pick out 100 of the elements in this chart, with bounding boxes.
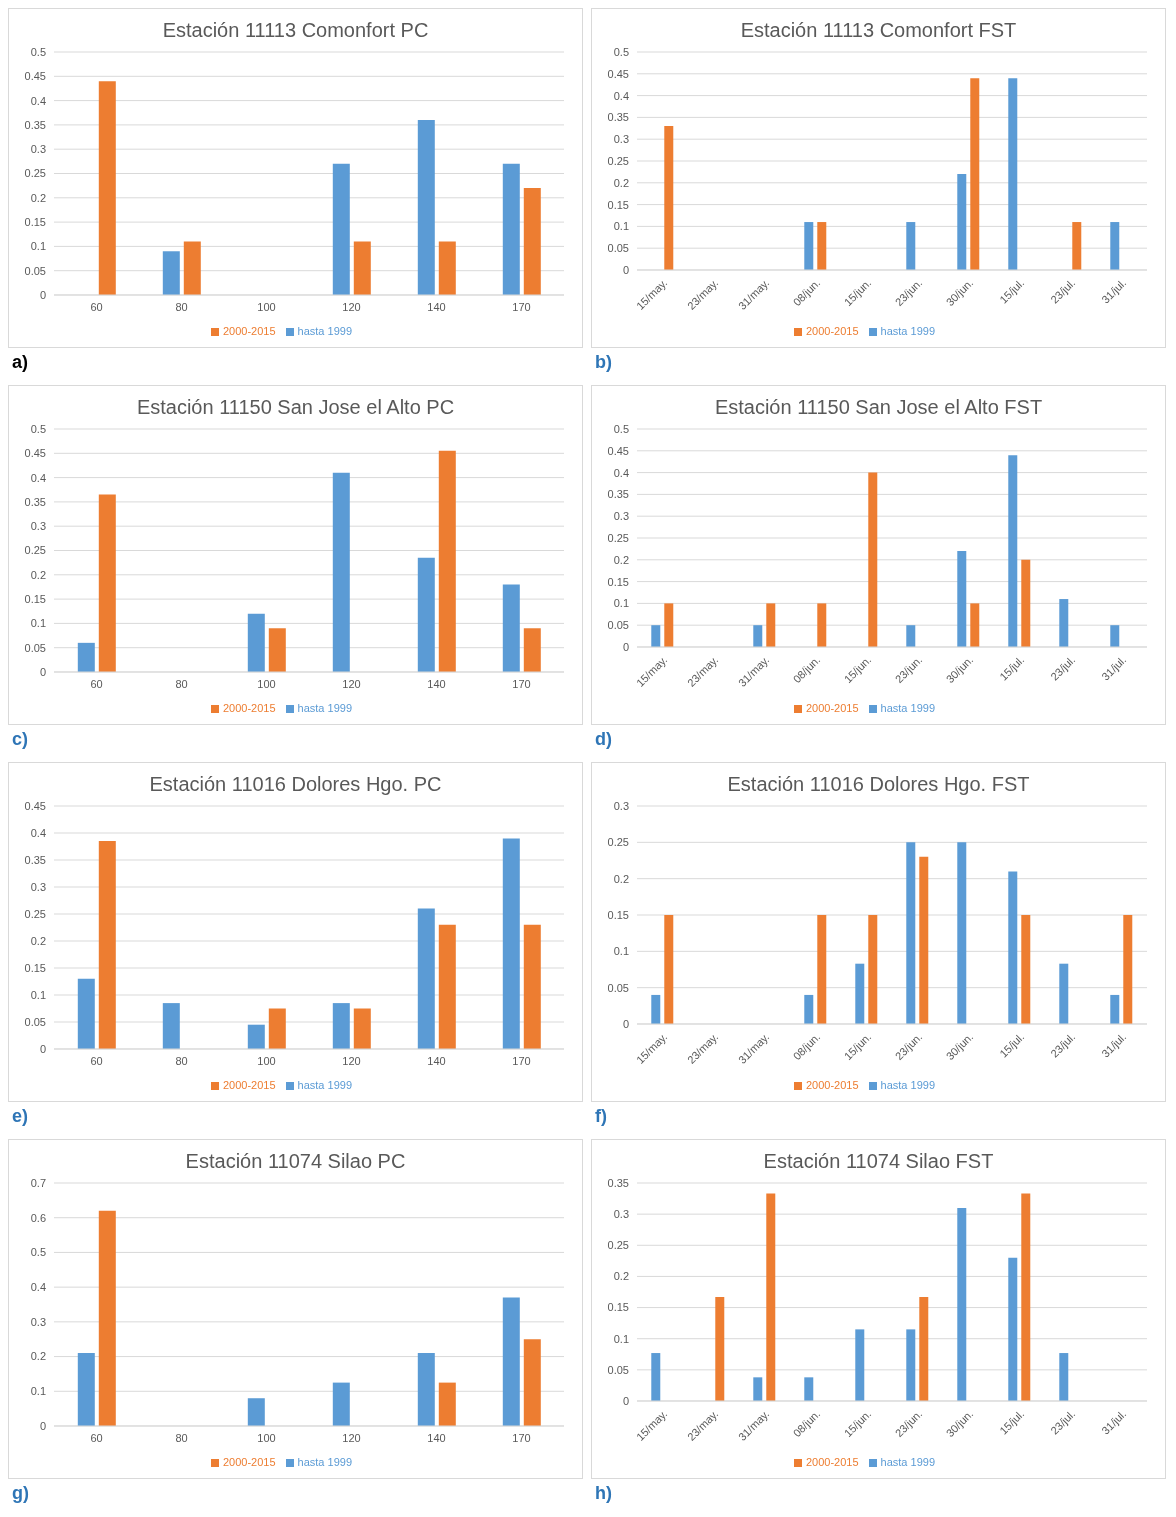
chart-title: Estación 11016 Dolores Hgo. PC (148, 773, 443, 796)
y-tick-label: 0.4 (30, 826, 46, 839)
bar (970, 603, 980, 647)
y-tick-label: 0.45 (607, 67, 629, 80)
bar (1059, 1353, 1069, 1401)
y-tick-label: 0.05 (607, 619, 629, 632)
y-tick-label: 0.25 (607, 1239, 629, 1252)
legend-label: 2000-2015 (222, 325, 276, 337)
legend-label: 2000-2015 (805, 1456, 859, 1468)
bar (868, 472, 878, 647)
y-tick-label: 0.3 (613, 510, 629, 523)
bar (417, 1353, 435, 1426)
y-tick-label: 0.15 (607, 908, 629, 921)
chart-title: Estación 11016 Dolores Hgo. FST (726, 773, 1031, 796)
x-tick-label: 120 (342, 677, 361, 690)
bar (1110, 994, 1120, 1024)
y-tick-label: 0.25 (24, 544, 46, 557)
bar (183, 241, 201, 295)
bar (1110, 625, 1120, 647)
y-tick-label: 0.5 (613, 422, 629, 435)
text: b) (595, 352, 613, 373)
y-tick-label: 0.5 (30, 45, 46, 58)
bar (332, 1003, 350, 1049)
y-tick-label: 0.15 (607, 198, 629, 211)
y-tick-label: 0.2 (30, 1350, 46, 1363)
y-tick-label: 0.05 (24, 641, 46, 654)
x-tick-label: 100 (257, 300, 276, 313)
bar (855, 1329, 865, 1401)
bar (162, 1003, 180, 1049)
y-tick-label: 0.35 (24, 853, 46, 866)
x-tick-label: 100 (257, 677, 276, 690)
bar (502, 584, 520, 672)
bar (1123, 915, 1133, 1024)
text: a) (12, 352, 29, 373)
bar (438, 241, 456, 295)
y-tick-label: 0.1 (30, 988, 46, 1001)
text: e) (12, 1106, 29, 1127)
bar (804, 222, 814, 270)
y-tick-label: 0.6 (30, 1211, 46, 1224)
y-tick-label: 0.05 (607, 242, 629, 255)
bar (766, 603, 776, 647)
bar (268, 628, 286, 672)
bar (817, 915, 827, 1024)
text: c) (12, 729, 29, 750)
y-tick-label: 0.2 (30, 934, 46, 947)
legend-label: 2000-2015 (222, 1456, 276, 1468)
bar (502, 838, 520, 1049)
text: d) (595, 729, 613, 750)
bar (957, 1207, 967, 1401)
bar (332, 1382, 350, 1426)
bar (502, 1297, 520, 1426)
chart-title: Estación 11113 Comonfort FST (739, 19, 1018, 42)
legend-label: 2000-2015 (222, 1079, 276, 1091)
bar (753, 625, 763, 647)
y-tick-label: 0.25 (607, 531, 629, 544)
x-tick-label: 80 (175, 677, 188, 690)
bar (1008, 871, 1018, 1024)
y-tick-label: 0.4 (30, 94, 46, 107)
y-tick-label: 0.4 (613, 89, 629, 102)
legend-label: hasta 1999 (297, 1456, 353, 1468)
bar (417, 557, 435, 672)
y-tick-label: 0.1 (30, 240, 46, 253)
y-tick-label: 0.3 (613, 1208, 629, 1221)
y-tick-label: 0.5 (30, 1246, 46, 1259)
bar (817, 222, 827, 270)
y-tick-label: 0 (622, 263, 629, 276)
chart-title: Estación 11074 Silao FST (762, 1150, 995, 1173)
y-tick-label: 0.3 (30, 520, 46, 533)
bar (804, 1377, 814, 1401)
bar (1008, 78, 1018, 270)
legend-label: hasta 1999 (880, 1079, 936, 1091)
chart-title: Estación 11113 Comonfort PC (161, 19, 430, 42)
y-tick-label: 0.25 (607, 836, 629, 849)
y-tick-label: 0.1 (30, 617, 46, 630)
bar (1021, 915, 1031, 1024)
y-tick-label: 0.35 (24, 118, 46, 131)
y-tick-label: 0.45 (24, 70, 46, 83)
y-tick-label: 0.7 (30, 1176, 46, 1189)
y-tick-label: 0.3 (30, 880, 46, 893)
x-tick-label: 140 (427, 300, 446, 313)
y-tick-label: 0.35 (24, 495, 46, 508)
chart-title: Estación 11150 San Jose el Alto FST (713, 396, 1044, 419)
bar (353, 241, 371, 295)
chart-title: Estación 11074 Silao PC (184, 1150, 407, 1173)
y-tick-label: 0.25 (607, 154, 629, 167)
y-tick-label: 0.3 (30, 1315, 46, 1328)
bar (353, 1008, 371, 1049)
y-tick-label: 0.4 (30, 1281, 46, 1294)
y-tick-label: 0.15 (24, 961, 46, 974)
bar (417, 908, 435, 1049)
x-tick-label: 60 (90, 300, 103, 313)
y-tick-label: 0.15 (607, 575, 629, 588)
bar (1008, 455, 1018, 647)
legend-label: 2000-2015 (222, 702, 276, 714)
bar (664, 126, 674, 270)
y-tick-label: 0.2 (613, 176, 629, 189)
bar (715, 1296, 725, 1401)
y-tick-label: 0 (39, 1419, 46, 1432)
y-tick-label: 0.2 (613, 872, 629, 885)
y-tick-label: 0.1 (613, 220, 629, 233)
